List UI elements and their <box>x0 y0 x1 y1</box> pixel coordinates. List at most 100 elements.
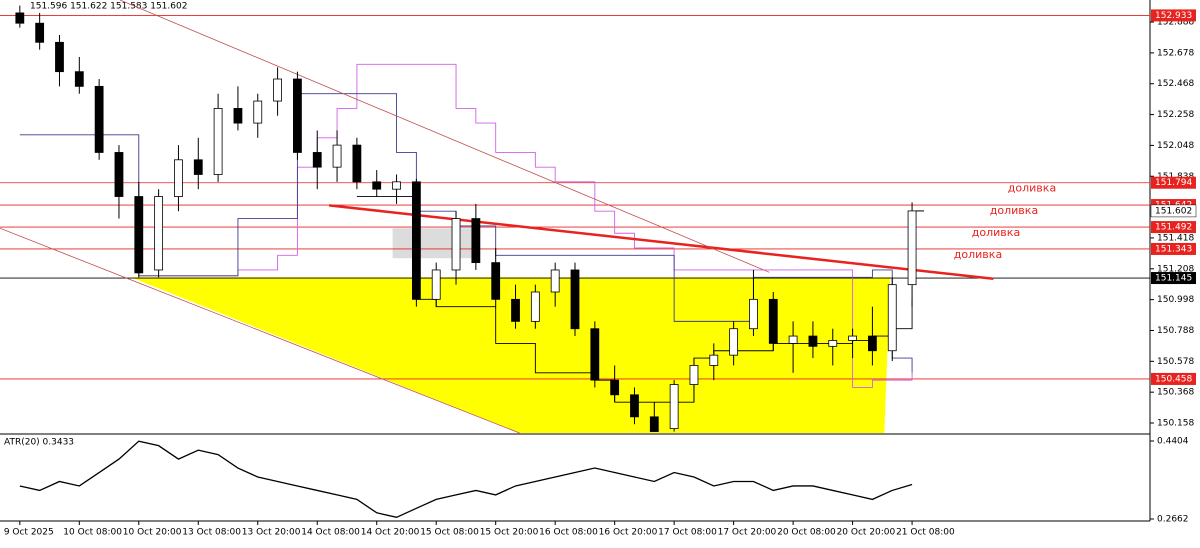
candle-body <box>689 365 699 385</box>
candle-body <box>590 328 600 381</box>
candle-body <box>392 181 401 190</box>
x-tick-label: 15 Oct 08:00 <box>420 528 479 538</box>
y-tick-label: 150.788 <box>1157 326 1194 336</box>
annotation: доливка <box>972 226 1020 239</box>
candle-body <box>94 85 104 153</box>
candle-body <box>530 291 540 322</box>
trendline <box>0 227 520 434</box>
candle-body <box>907 210 917 286</box>
atr-line <box>19 440 913 518</box>
level-label: 151.145 <box>1155 274 1192 284</box>
y-tick-label: 151.208 <box>1157 264 1194 274</box>
x-tick-label: 13 Oct 20:00 <box>242 528 301 538</box>
x-tick-label: 10 Oct 20:00 <box>123 528 182 538</box>
y-tick-label: 152.048 <box>1157 141 1194 151</box>
candle-body <box>15 12 25 24</box>
candle-body <box>352 144 362 183</box>
candle-body <box>511 298 520 322</box>
candle-body <box>768 298 778 344</box>
x-tick-label: 14 Oct 20:00 <box>361 528 420 538</box>
y-tick-label: 152.258 <box>1157 110 1194 120</box>
candle-body <box>134 196 144 274</box>
candle-body <box>709 354 719 366</box>
candle-body <box>273 78 282 102</box>
x-tick-label: 14 Oct 08:00 <box>301 528 360 538</box>
candle-body <box>471 218 481 264</box>
candle-body <box>154 196 164 271</box>
y-tick-label: 151.418 <box>1157 233 1194 243</box>
candle-body <box>669 384 679 429</box>
y-tick-label: 150.368 <box>1157 388 1194 398</box>
candle-body <box>174 159 183 197</box>
level-label-box <box>1151 9 1196 22</box>
candle-body <box>411 181 421 300</box>
x-tick-label: 17 Oct 08:00 <box>658 528 717 538</box>
candle-body <box>610 379 620 396</box>
level-label: 151.794 <box>1155 178 1192 188</box>
candle-body <box>887 284 897 352</box>
level-label: 152.933 <box>1155 11 1192 21</box>
candle-body <box>868 335 877 352</box>
candle-body <box>233 107 243 124</box>
level-label: 151.492 <box>1155 223 1192 233</box>
x-tick-label: 9 Oct 2025 <box>4 528 54 538</box>
level-label-box <box>1151 221 1196 234</box>
indicator-line <box>19 93 913 373</box>
last-price-box <box>1150 204 1197 218</box>
candle-body <box>749 298 758 330</box>
y-tick-label: 152.678 <box>1157 48 1194 58</box>
candle-body <box>332 144 342 168</box>
y-tick-label: 150.578 <box>1157 357 1194 367</box>
candle-body <box>193 159 203 175</box>
annotation: доливка <box>954 248 1002 261</box>
level-label-box <box>1151 176 1196 189</box>
trendline <box>119 0 770 273</box>
candle-body <box>570 269 580 330</box>
candle-body <box>630 394 639 418</box>
x-tick-label: 20 Oct 20:00 <box>837 528 896 538</box>
candle-body <box>372 181 382 190</box>
candle-body <box>649 416 659 432</box>
candle-body <box>491 262 501 300</box>
x-tick-label: 13 Oct 08:00 <box>182 528 241 538</box>
candle-body <box>729 328 739 356</box>
box <box>392 228 480 259</box>
annotation: доливка <box>1008 182 1056 195</box>
y-tick-label: 150.998 <box>1157 295 1194 305</box>
zone <box>130 277 891 433</box>
atr-label: ATR(20) 0.3433 <box>4 438 74 448</box>
x-tick-label: 10 Oct 08:00 <box>63 528 122 538</box>
trendline <box>329 204 994 281</box>
candle-body <box>213 107 223 175</box>
candle-body <box>451 218 461 271</box>
candle-body <box>293 78 302 153</box>
candle-body <box>114 152 124 197</box>
y-tick-label: 152.468 <box>1157 79 1194 89</box>
last-price-label: 151.602 <box>1155 206 1192 216</box>
annotation: доливка <box>990 204 1038 217</box>
y-tick-label: 152.888 <box>1157 18 1194 28</box>
candle-body <box>35 22 45 43</box>
x-tick-label: 16 Oct 20:00 <box>599 528 658 538</box>
x-tick-label: 17 Oct 20:00 <box>718 528 777 538</box>
candle-body <box>312 152 322 168</box>
level-label-box <box>1151 372 1196 385</box>
x-tick-label: 20 Oct 08:00 <box>777 528 836 538</box>
level-label: 151.343 <box>1155 244 1192 254</box>
y-tick-label: 150.158 <box>1157 419 1194 429</box>
level-label: 150.458 <box>1155 374 1192 384</box>
candle-body <box>788 335 798 344</box>
candle-body <box>808 335 818 347</box>
candle-body <box>550 269 560 293</box>
indicator-line <box>138 63 913 388</box>
x-tick-label: 21 Oct 08:00 <box>896 528 955 538</box>
candle-body <box>431 269 441 300</box>
candle-body <box>253 100 263 124</box>
candle-body <box>848 335 857 341</box>
atr-tick-label: 0.2662 <box>1157 514 1189 524</box>
atr-tick-label: 0.4404 <box>1157 437 1189 447</box>
header: 151.596 151.622 151.583 151.602 <box>30 2 187 12</box>
candle-body <box>74 71 84 87</box>
x-tick-label: 15 Oct 20:00 <box>480 528 539 538</box>
